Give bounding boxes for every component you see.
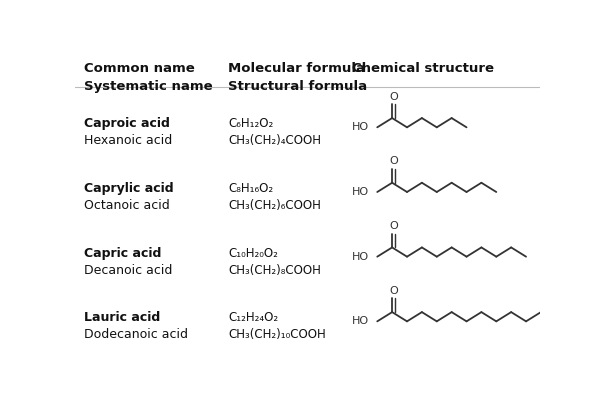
Text: O: O (389, 286, 398, 296)
Text: C₆H₁₂O₂: C₆H₁₂O₂ (229, 117, 274, 130)
Text: HO: HO (352, 122, 369, 132)
Text: Structural formula: Structural formula (229, 80, 368, 93)
Text: O: O (389, 92, 398, 102)
Text: Octanoic acid: Octanoic acid (84, 199, 170, 212)
Text: CH₃(CH₂)₆COOH: CH₃(CH₂)₆COOH (229, 199, 322, 212)
Text: Capric acid: Capric acid (84, 247, 161, 260)
Text: Caproic acid: Caproic acid (84, 117, 170, 130)
Text: O: O (389, 221, 398, 231)
Text: O: O (389, 156, 398, 166)
Text: CH₃(CH₂)₈COOH: CH₃(CH₂)₈COOH (229, 264, 322, 277)
Text: Lauric acid: Lauric acid (84, 311, 161, 324)
Text: Decanoic acid: Decanoic acid (84, 264, 173, 277)
Text: HO: HO (352, 316, 369, 326)
Text: Molecular formula: Molecular formula (229, 62, 365, 75)
Text: Caprylic acid: Caprylic acid (84, 182, 174, 195)
Text: Systematic name: Systematic name (84, 80, 213, 93)
Text: HO: HO (352, 187, 369, 197)
Text: CH₃(CH₂)₄COOH: CH₃(CH₂)₄COOH (229, 134, 322, 147)
Text: Chemical structure: Chemical structure (352, 62, 494, 75)
Text: Dodecanoic acid: Dodecanoic acid (84, 328, 188, 341)
Text: HO: HO (352, 252, 369, 262)
Text: C₈H₁₆O₂: C₈H₁₆O₂ (229, 182, 274, 195)
Text: Common name: Common name (84, 62, 195, 75)
Text: C₁₂H₂₄O₂: C₁₂H₂₄O₂ (229, 311, 278, 324)
Text: CH₃(CH₂)₁₀COOH: CH₃(CH₂)₁₀COOH (229, 328, 326, 341)
Text: Hexanoic acid: Hexanoic acid (84, 134, 173, 147)
Text: C₁₀H₂₀O₂: C₁₀H₂₀O₂ (229, 247, 278, 260)
